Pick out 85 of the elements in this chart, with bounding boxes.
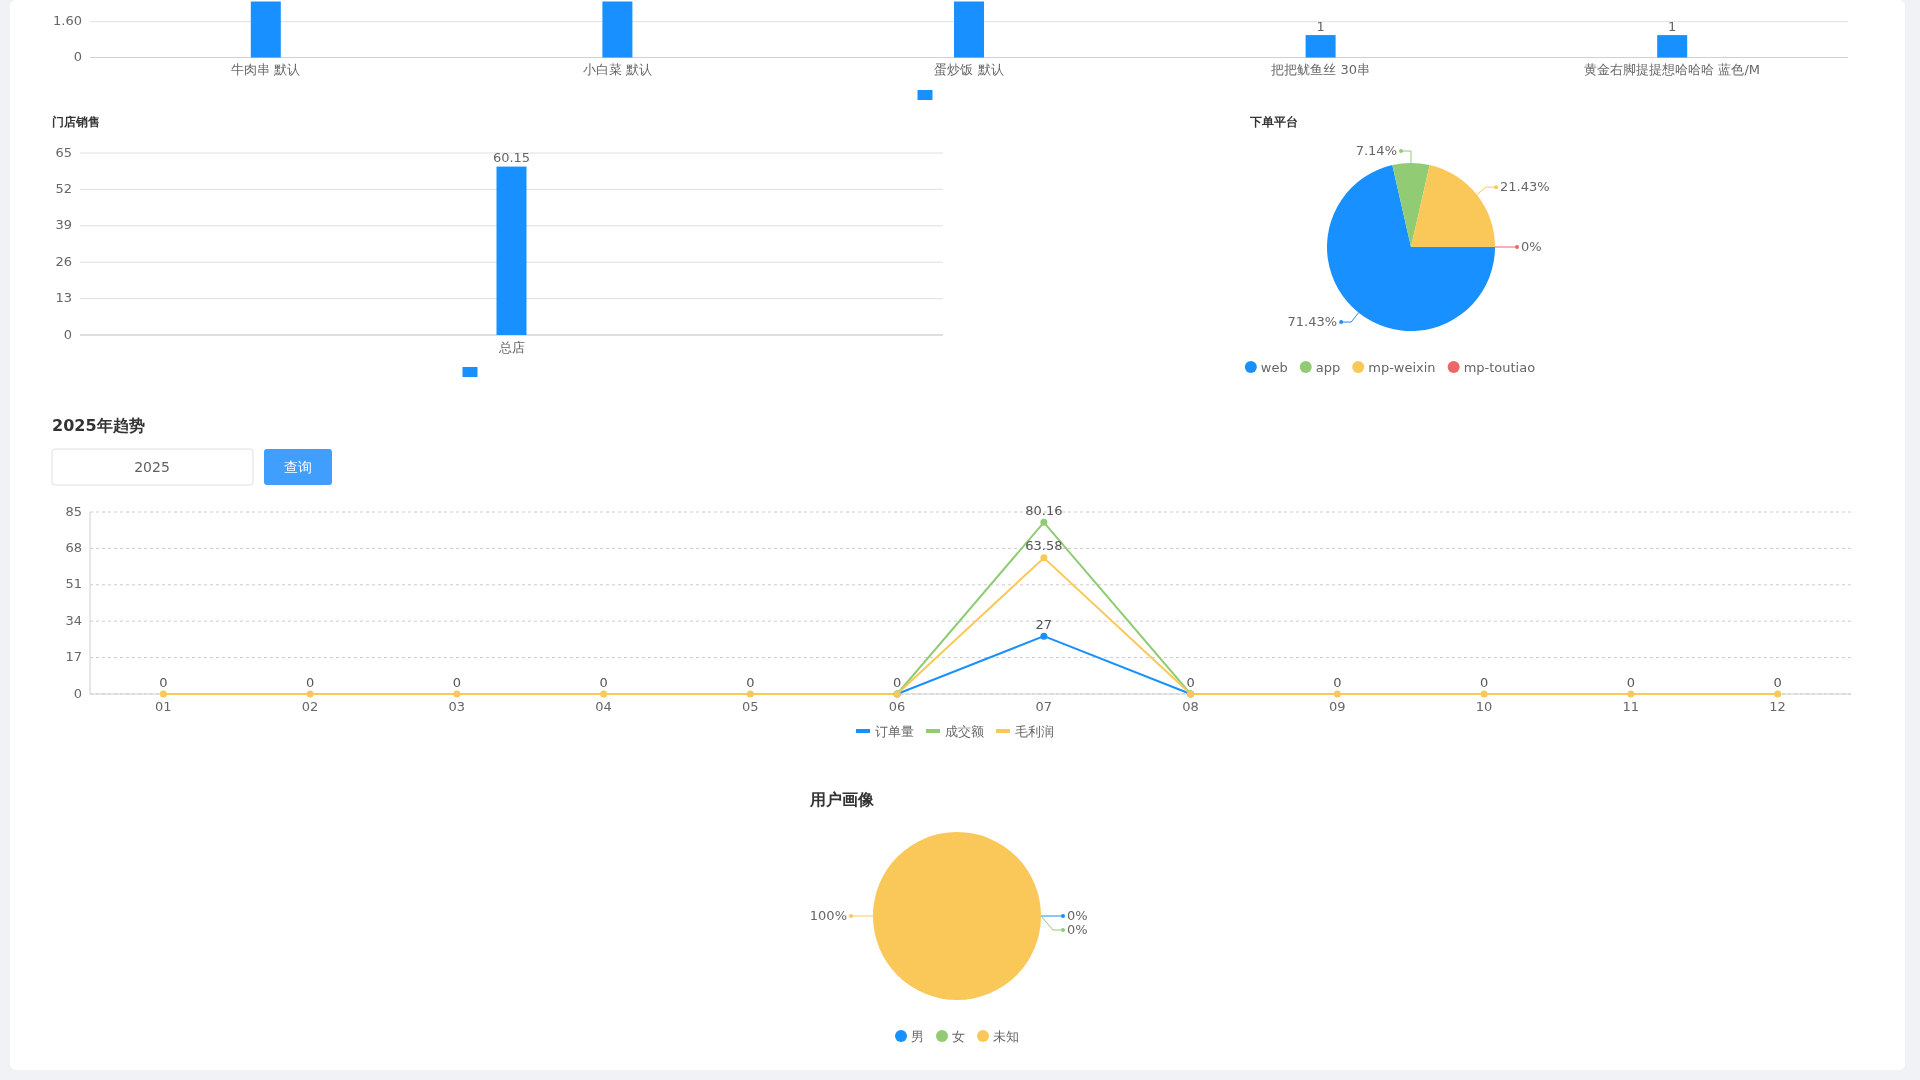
data-label: 0 — [452, 674, 462, 690]
point — [1040, 632, 1048, 640]
y-tick-label: 39 — [55, 217, 72, 233]
legend-label: 订单量 — [875, 723, 914, 739]
data-label: 60.15 — [492, 150, 531, 166]
data-label: 0 — [1479, 674, 1489, 690]
point — [1333, 690, 1341, 698]
y-tick-label: 34 — [65, 612, 82, 628]
data-label: 1 — [1316, 18, 1325, 34]
x-tick-label: 02 — [301, 698, 319, 714]
data-label: 100% — [809, 907, 847, 923]
legend-label: 男 — [911, 1028, 924, 1044]
text: 查询 — [284, 459, 312, 475]
x-tick-label: 蛋炒饭 默认 — [934, 62, 1004, 77]
text: 0% — [1067, 907, 1088, 923]
y-tick-label: 85 — [65, 503, 82, 519]
point — [1627, 690, 1635, 698]
chart-title: 2025年趋势 — [52, 415, 145, 435]
legend-label: 毛利润 — [1015, 723, 1054, 739]
x-tick-label: 08 — [1182, 698, 1199, 714]
data-label: 0 — [1333, 674, 1342, 690]
point — [159, 690, 167, 698]
legend-label: 未知 — [993, 1028, 1019, 1044]
x-tick-label: 03 — [448, 698, 466, 714]
x-tick-label: 07 — [1035, 698, 1053, 714]
y-tick-label: 26 — [55, 253, 72, 269]
data-label: 27 — [1035, 616, 1053, 632]
text: 0% — [1067, 921, 1088, 937]
chart-title: 下单平台 — [1249, 114, 1298, 129]
data-label: 0 — [1626, 674, 1636, 690]
y-tick-label: 0 — [63, 326, 72, 342]
text: 2025 — [134, 459, 170, 475]
x-tick-label: 10 — [1475, 698, 1493, 714]
y-tick-label: 0 — [73, 49, 82, 64]
data-label: 0 — [746, 674, 755, 690]
legend-label: 成交额 — [945, 723, 984, 739]
text: 0% — [1521, 238, 1542, 254]
legend-label: app — [1315, 359, 1341, 375]
x-tick-label: 黄金右脚提提想哈哈哈 蓝色/M — [1584, 62, 1761, 77]
x-tick-label: 01 — [155, 698, 172, 714]
x-tick-label: 11 — [1622, 698, 1640, 714]
data-label: 0 — [1186, 674, 1195, 690]
data-label: 7.14% — [1355, 142, 1397, 158]
data-label: 1 — [1668, 18, 1677, 34]
point — [1774, 690, 1782, 698]
data-label: 71.43% — [1287, 313, 1338, 329]
point — [1040, 518, 1048, 526]
legend-label: 女 — [952, 1028, 965, 1044]
y-tick-label: 13 — [55, 290, 72, 306]
x-tick-label: 12 — [1769, 698, 1786, 714]
x-tick-label: 牛肉串 默认 — [231, 62, 301, 77]
point — [1480, 690, 1488, 698]
y-tick-label: 65 — [55, 144, 72, 160]
data-label: 0 — [892, 674, 902, 690]
y-tick-label: 51 — [65, 576, 82, 592]
chart-title: 用户画像 — [809, 789, 875, 809]
pie-slice — [1411, 165, 1495, 247]
point — [746, 690, 754, 698]
y-tick-label: 68 — [65, 539, 82, 555]
x-tick-label: 小白菜 默认 — [582, 62, 652, 77]
data-label: 0 — [599, 674, 608, 690]
x-tick-label: 09 — [1329, 698, 1346, 714]
x-tick-label: 05 — [742, 698, 759, 714]
data-label: 0 — [305, 674, 315, 690]
data-label: 63.58 — [1025, 538, 1063, 554]
x-tick-label: 把把鱿鱼丝 30串 — [1271, 62, 1370, 77]
y-tick-label: 0 — [73, 685, 82, 701]
data-label: 21.43% — [1500, 178, 1550, 194]
y-tick-label: 52 — [55, 180, 72, 196]
data-label: 0 — [1773, 674, 1782, 690]
x-tick-label: 06 — [888, 698, 906, 714]
chart-title: 门店销售 — [52, 114, 100, 129]
point — [1040, 554, 1048, 562]
legend-label: mp-toutiao — [1463, 359, 1536, 375]
legend-label: mp-weixin — [1368, 359, 1436, 375]
point — [453, 690, 461, 698]
data-label: 80.16 — [1025, 502, 1063, 518]
y-tick-label: 1.60 — [53, 13, 82, 29]
x-tick-label: 04 — [595, 698, 612, 714]
x-tick-label: 总店 — [497, 339, 525, 355]
point — [306, 690, 314, 698]
data-label: 0 — [159, 674, 168, 690]
y-tick-label: 17 — [65, 649, 82, 665]
legend-label: web — [1260, 359, 1288, 375]
point — [600, 690, 608, 698]
